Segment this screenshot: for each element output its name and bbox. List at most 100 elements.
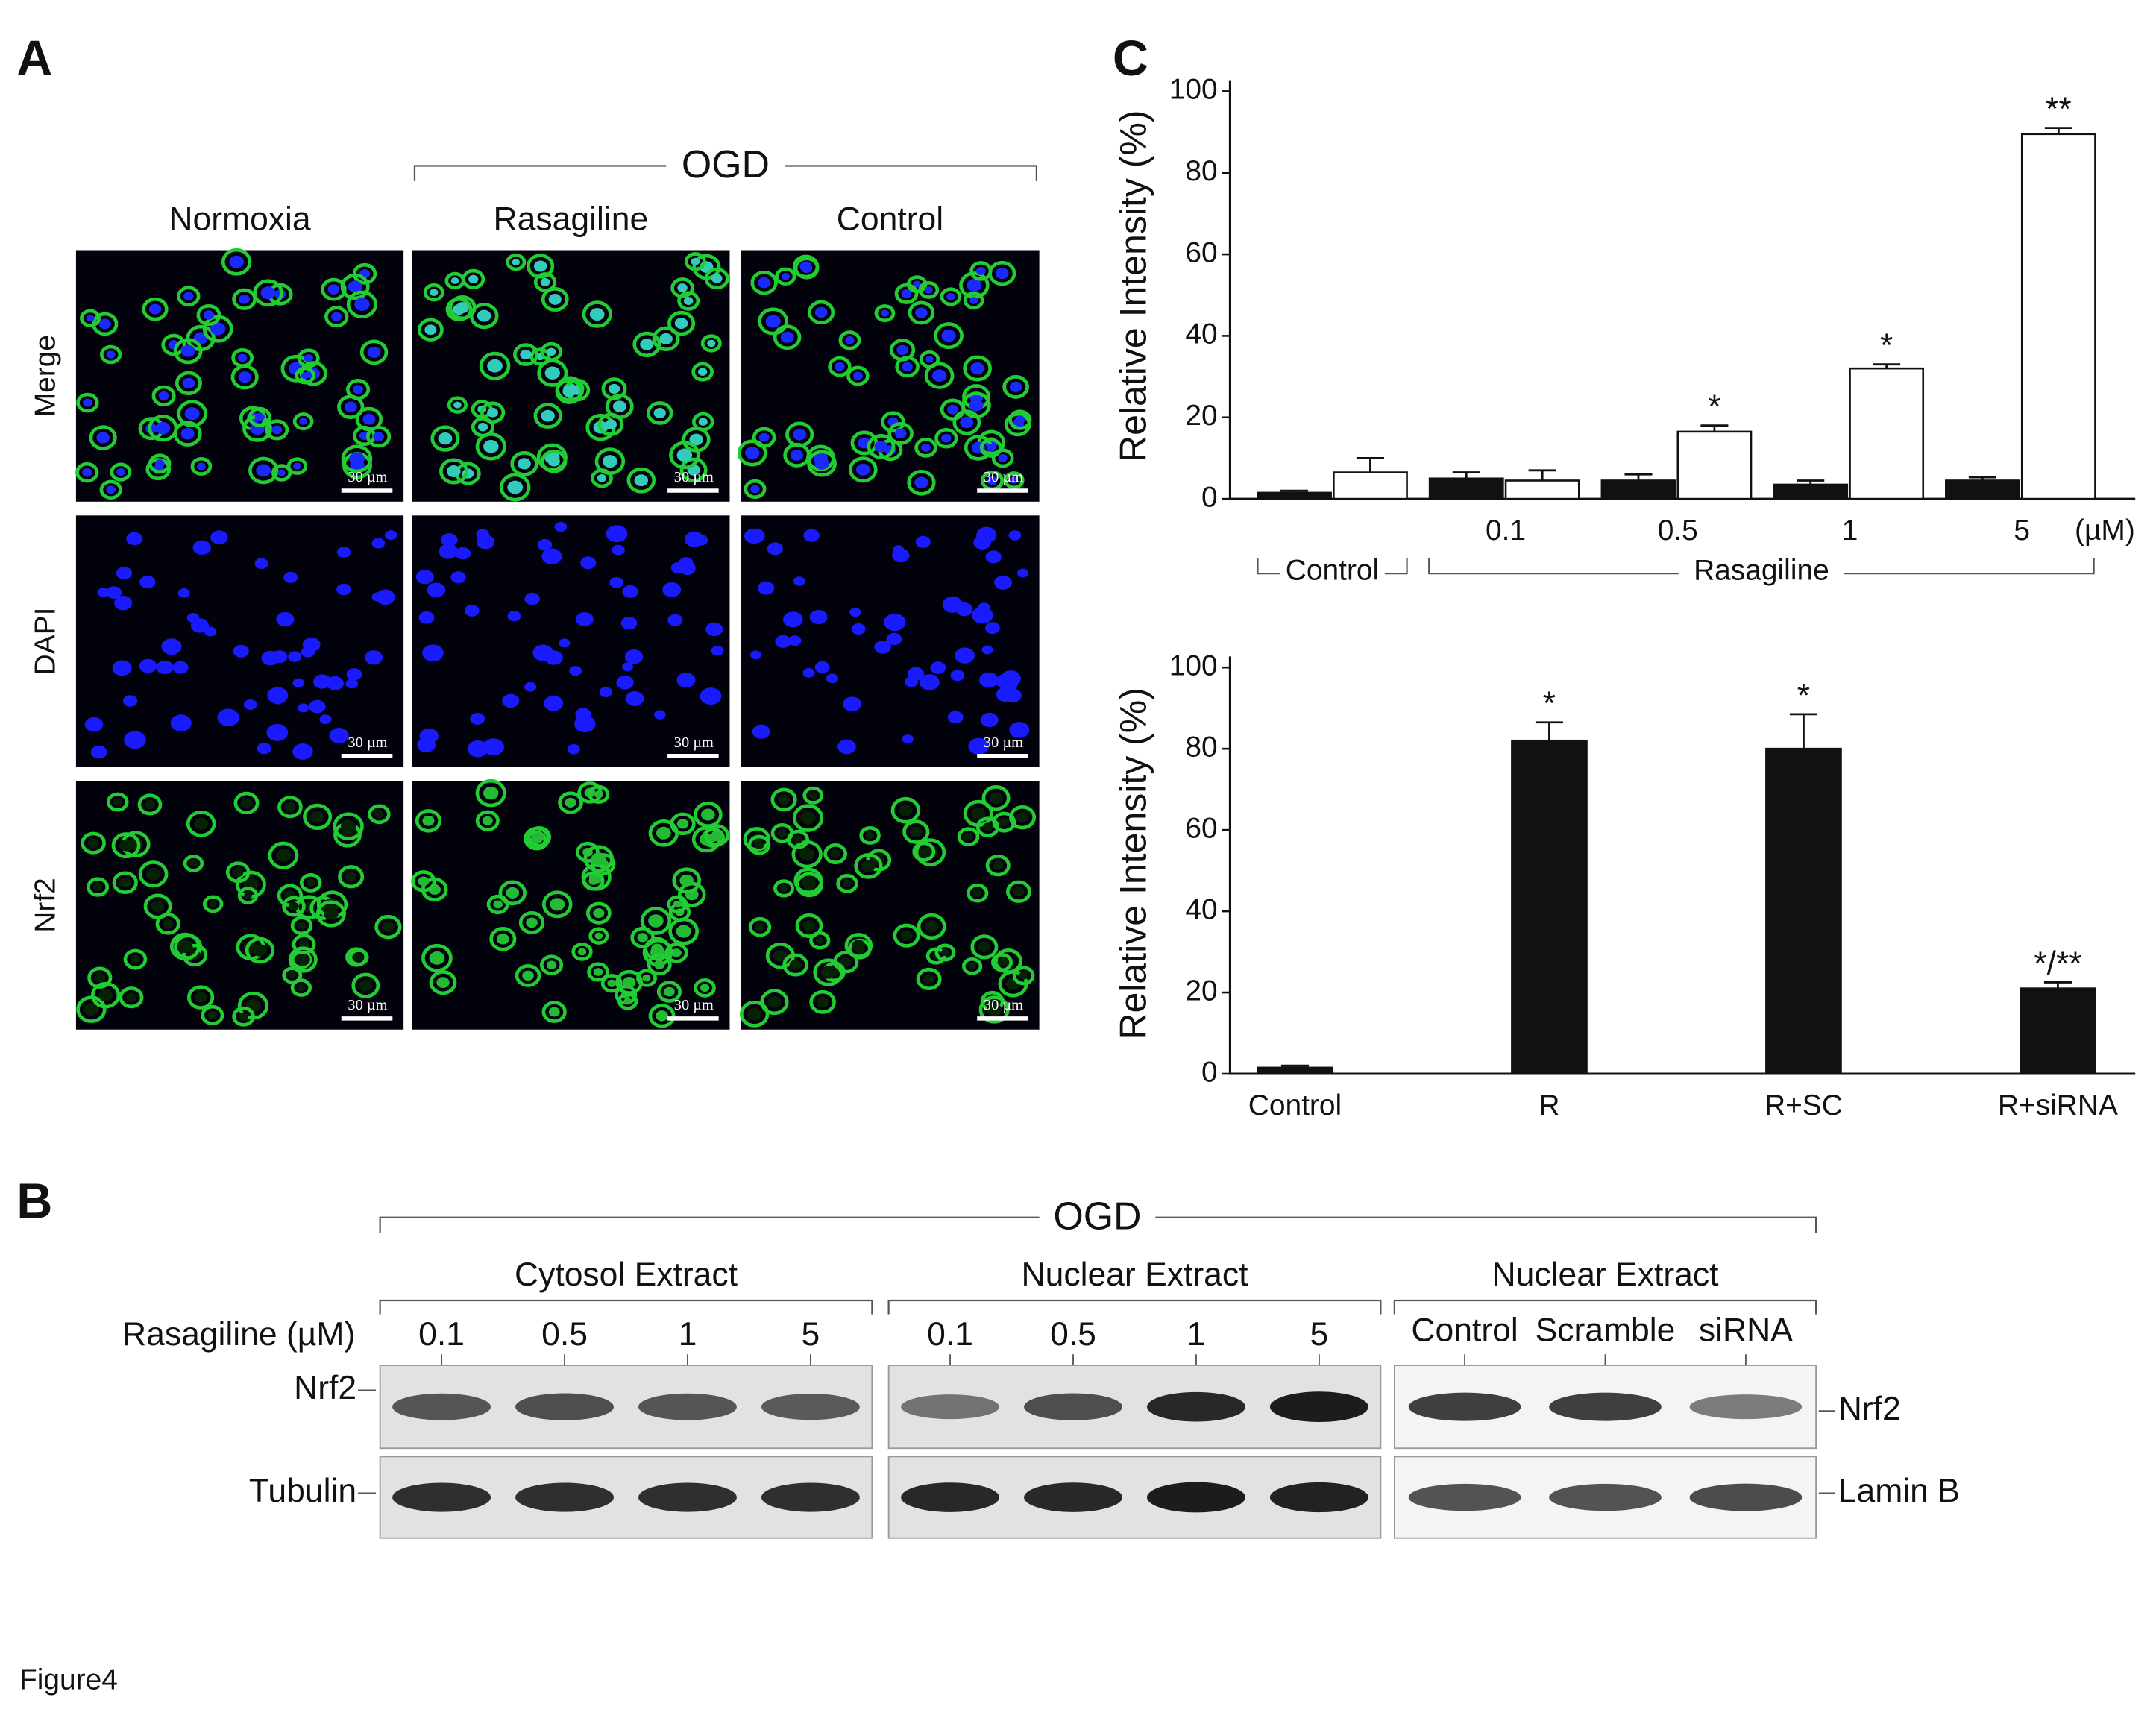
cell: [112, 871, 138, 894]
cell: [237, 887, 259, 904]
cell: [670, 812, 696, 836]
nucleus: [752, 724, 770, 739]
y-tick-label: 40: [1185, 893, 1217, 925]
cell: [985, 855, 1011, 877]
nucleus: [533, 832, 544, 842]
nucleus: [790, 450, 804, 461]
nucleus: [522, 970, 534, 981]
band: [1549, 1483, 1662, 1511]
nucleus: [544, 650, 563, 665]
nucleus: [799, 261, 812, 272]
cell: [462, 268, 485, 289]
cell: [961, 957, 983, 975]
nucleus: [577, 948, 587, 956]
nucleus: [275, 849, 292, 862]
cell: [617, 992, 638, 1010]
cell: [576, 841, 600, 863]
cell: [664, 943, 688, 963]
cell: [783, 442, 811, 468]
nucleus: [849, 608, 861, 617]
bar: [1849, 367, 1925, 500]
nucleus: [254, 558, 268, 570]
nucleus: [470, 712, 485, 725]
cell: [836, 874, 858, 893]
error-bar: [1280, 489, 1309, 493]
column-label: Normoxia: [169, 201, 311, 237]
nucleus: [455, 547, 471, 560]
nucleus: [874, 640, 891, 654]
cell: [672, 867, 702, 894]
cell: [795, 913, 823, 939]
lane-label: 1: [1187, 1316, 1206, 1353]
bar: [1257, 1066, 1333, 1075]
lane-label: 0.5: [541, 1316, 588, 1353]
nucleus: [852, 940, 866, 951]
nucleus: [295, 953, 310, 966]
band: [1689, 1394, 1803, 1420]
nucleus: [502, 693, 520, 708]
nucleus: [210, 322, 226, 336]
column-label: Rasagiline: [494, 201, 649, 237]
cell: [469, 303, 499, 330]
nucleus: [925, 356, 934, 363]
cell: [351, 972, 380, 998]
cell: [957, 827, 980, 847]
nucleus: [915, 535, 931, 548]
nucleus: [520, 349, 532, 360]
significance-label: *: [1880, 327, 1893, 364]
cell: [540, 342, 563, 362]
nucleus: [439, 544, 459, 559]
cell: [253, 279, 283, 307]
cell: [991, 953, 1013, 972]
nucleus: [843, 696, 861, 712]
cell: [221, 248, 252, 276]
nucleus: [607, 979, 617, 987]
significance-label: */**: [2034, 945, 2081, 982]
nucleus: [548, 1007, 560, 1017]
band: [1549, 1392, 1662, 1421]
nucleus: [507, 480, 524, 494]
nucleus: [978, 672, 999, 688]
nucleus: [1015, 415, 1025, 424]
nucleus: [793, 576, 805, 586]
nucleus: [747, 1007, 762, 1021]
nucleus: [450, 277, 459, 284]
nucleus: [1017, 568, 1029, 578]
cell: [292, 934, 316, 955]
cell: [282, 896, 306, 917]
cell: [100, 344, 122, 365]
nucleus: [272, 695, 284, 705]
lane-label: Control: [1411, 1312, 1518, 1348]
cell: [895, 356, 920, 378]
cell: [475, 432, 507, 461]
nucleus: [483, 786, 499, 800]
nucleus: [194, 817, 209, 830]
cell: [588, 927, 609, 945]
bar: [1257, 491, 1332, 500]
nucleus: [674, 318, 688, 330]
nucleus: [113, 798, 122, 806]
band: [1146, 1391, 1245, 1422]
nucleus: [653, 407, 666, 418]
cell: [123, 948, 148, 970]
bracket: [1428, 558, 2095, 575]
nucleus: [802, 920, 816, 931]
nucleus: [156, 660, 174, 675]
nucleus: [122, 695, 138, 707]
nucleus: [94, 972, 106, 983]
nucleus: [779, 884, 788, 893]
nucleus: [306, 878, 315, 887]
cell: [527, 254, 555, 279]
cell: [333, 812, 364, 841]
cell: [439, 458, 468, 485]
nucleus: [826, 673, 839, 684]
nucleus: [656, 826, 671, 840]
cell: [151, 385, 176, 407]
nucleus: [994, 575, 1012, 590]
nucleus: [106, 586, 122, 599]
cell: [290, 978, 312, 997]
cell: [571, 943, 593, 961]
bar: [2020, 987, 2096, 1075]
nucleus: [973, 535, 992, 550]
nucleus: [676, 925, 691, 938]
